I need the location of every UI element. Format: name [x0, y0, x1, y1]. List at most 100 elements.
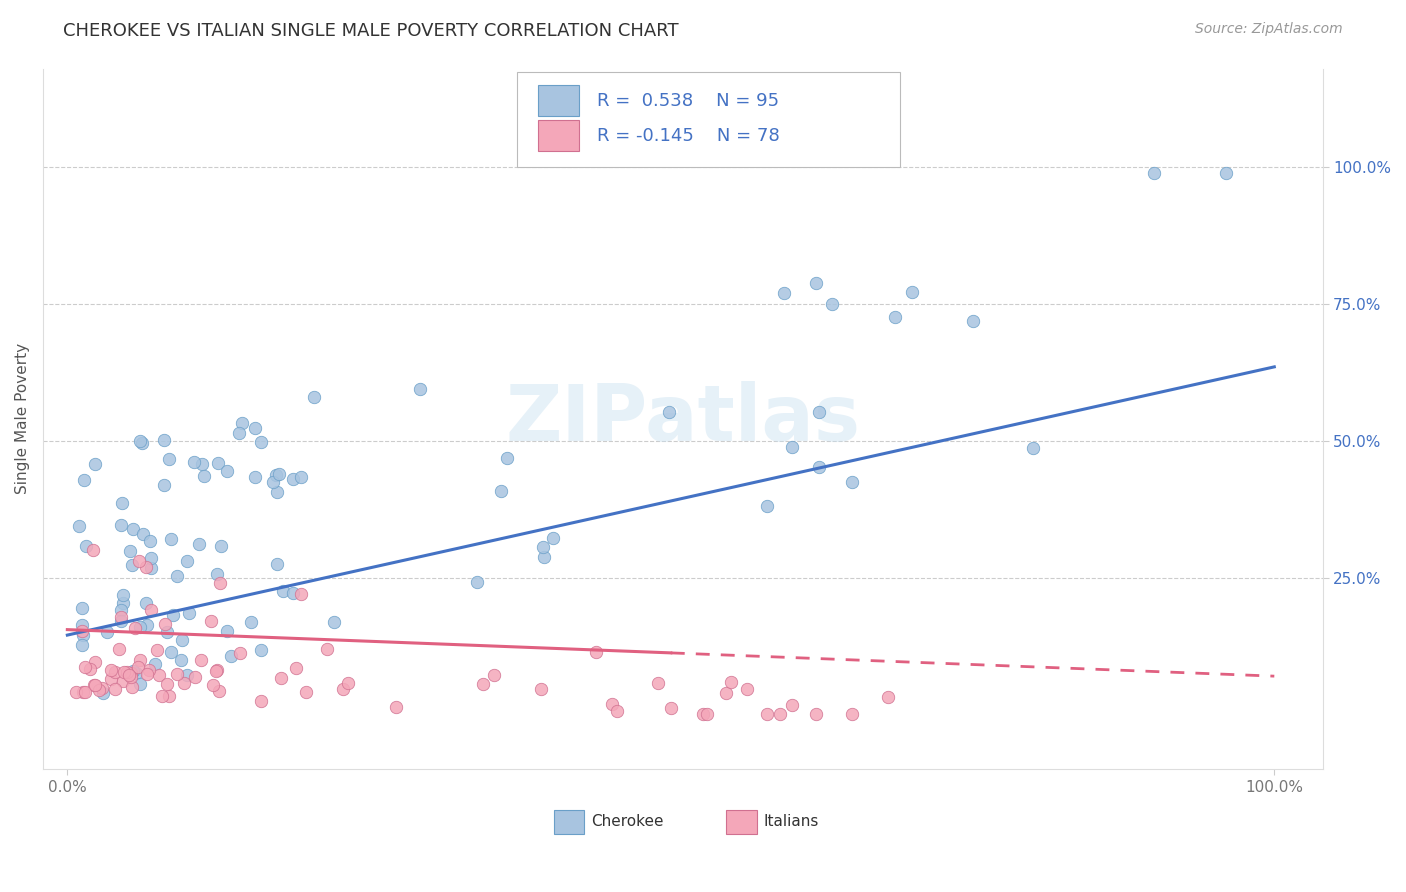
Point	[1142, 165, 1164, 179]
Text: Source: ZipAtlas.com: Source: ZipAtlas.com	[1195, 22, 1343, 37]
FancyBboxPatch shape	[554, 810, 585, 834]
Point	[200, 615, 222, 629]
Point	[489, 484, 512, 499]
Point	[716, 686, 738, 700]
Point	[120, 665, 142, 680]
Point	[780, 440, 803, 454]
Point	[529, 682, 551, 697]
Point	[153, 478, 176, 492]
Point	[692, 707, 714, 722]
Point	[127, 660, 149, 674]
Point	[118, 543, 141, 558]
Point	[125, 665, 148, 680]
Point	[129, 434, 152, 449]
Point	[231, 417, 253, 431]
Point	[79, 662, 101, 676]
Point	[250, 434, 273, 449]
Point	[135, 559, 157, 574]
Point	[720, 675, 742, 690]
Point	[336, 675, 359, 690]
Text: Cherokee: Cherokee	[591, 814, 664, 830]
Point	[84, 655, 107, 669]
Point	[152, 434, 174, 448]
Point	[166, 568, 188, 582]
Point	[139, 602, 162, 616]
Point	[128, 554, 150, 568]
Point	[166, 667, 188, 681]
Point	[67, 518, 90, 533]
Point	[100, 672, 122, 686]
Point	[70, 624, 93, 639]
Point	[139, 561, 162, 575]
Point	[780, 698, 803, 713]
FancyBboxPatch shape	[538, 120, 579, 152]
Point	[962, 314, 984, 328]
Point	[269, 467, 291, 482]
Point	[804, 707, 827, 722]
Point	[281, 586, 304, 600]
Point	[243, 421, 266, 435]
Point	[121, 558, 143, 572]
Point	[118, 668, 141, 682]
Point	[820, 296, 842, 310]
Point	[322, 615, 344, 630]
Point	[332, 681, 354, 696]
Point	[87, 682, 110, 697]
Point	[808, 459, 831, 474]
Point	[170, 653, 193, 667]
Point	[304, 390, 326, 404]
Point	[75, 684, 97, 698]
Point	[70, 601, 93, 615]
Point	[83, 457, 105, 471]
Point	[139, 551, 162, 566]
Point	[769, 706, 792, 721]
Point	[281, 472, 304, 486]
Point	[160, 532, 183, 546]
Point	[160, 645, 183, 659]
Point	[606, 704, 628, 718]
Point	[129, 652, 152, 666]
Point	[110, 614, 132, 628]
Point	[157, 452, 180, 467]
Point	[90, 681, 112, 695]
Point	[496, 450, 519, 465]
Point	[585, 645, 607, 659]
Y-axis label: Single Male Poverty: Single Male Poverty	[15, 343, 30, 494]
Point	[696, 707, 718, 722]
Text: R = -0.145    N = 78: R = -0.145 N = 78	[598, 127, 780, 145]
Point	[187, 537, 209, 551]
Point	[83, 678, 105, 692]
Point	[100, 664, 122, 678]
Point	[482, 668, 505, 682]
Point	[772, 286, 794, 301]
Point	[148, 668, 170, 682]
Point	[541, 531, 564, 545]
Point	[1022, 442, 1045, 456]
FancyBboxPatch shape	[727, 810, 756, 834]
Point	[755, 499, 778, 513]
Point	[111, 496, 134, 510]
Point	[72, 685, 94, 699]
Point	[245, 470, 267, 484]
Point	[155, 625, 177, 640]
Point	[273, 584, 295, 599]
Point	[65, 685, 87, 699]
Point	[110, 603, 132, 617]
Point	[122, 523, 145, 537]
Point	[139, 533, 162, 548]
Point	[239, 615, 262, 629]
Point	[91, 686, 114, 700]
Point	[207, 456, 229, 470]
Point	[219, 648, 242, 663]
Point	[467, 574, 489, 589]
Point	[143, 657, 166, 671]
Point	[108, 642, 131, 657]
Point	[295, 684, 318, 698]
Point	[104, 681, 127, 696]
Text: ZIPatlas: ZIPatlas	[505, 381, 860, 457]
Point	[82, 543, 104, 558]
Point	[135, 596, 157, 610]
Text: R =  0.538    N = 95: R = 0.538 N = 95	[598, 92, 779, 110]
Point	[70, 638, 93, 652]
Point	[112, 673, 135, 688]
